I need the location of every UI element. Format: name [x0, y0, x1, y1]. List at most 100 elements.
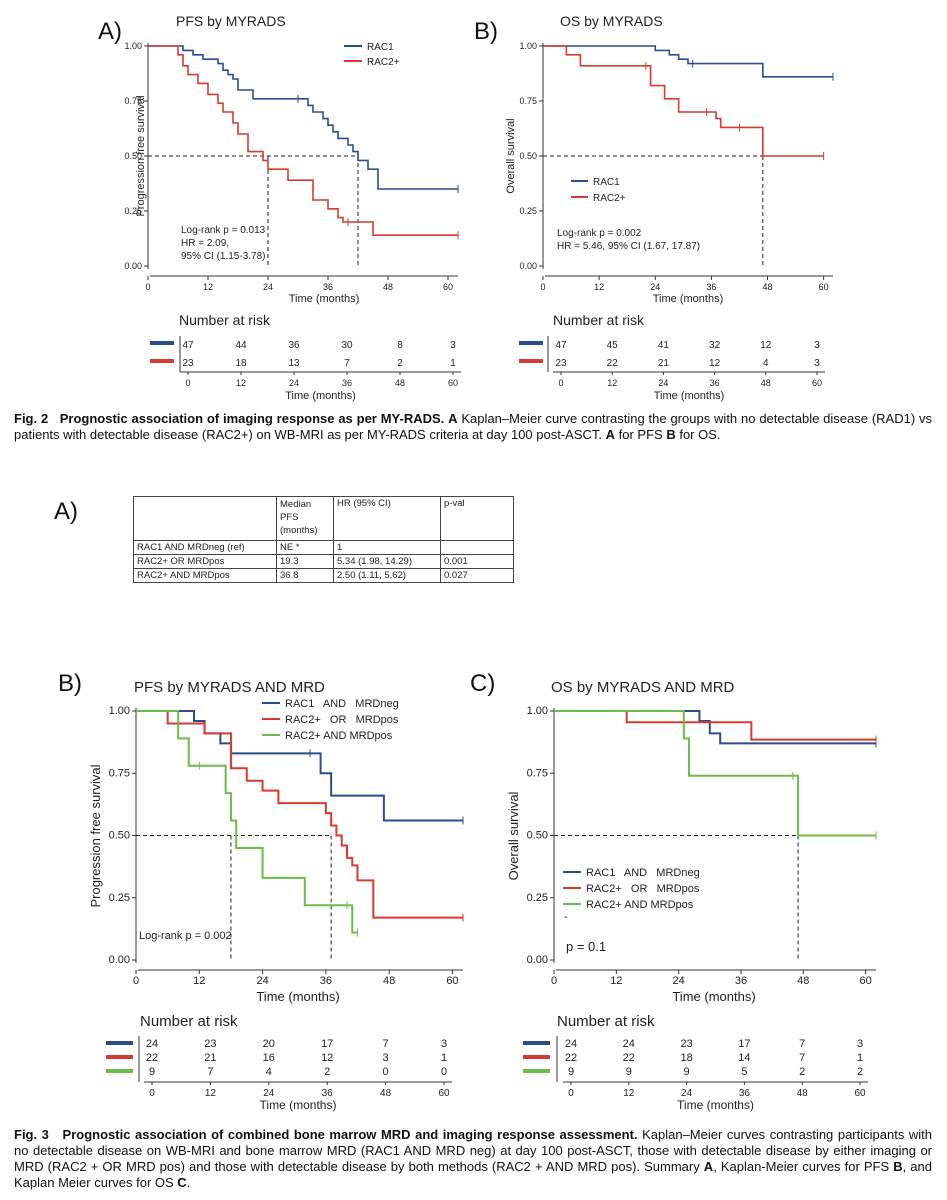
fig3-caption-part-c: C	[177, 1175, 187, 1190]
km-curve-blue	[554, 710, 876, 745]
y-tick-label: 0.00	[519, 261, 537, 271]
fig2-panel-b-labels: OS by MYRADS Overall survival Time (mont…	[505, 13, 723, 372]
risk-value: 3	[857, 1038, 863, 1050]
risk-x-tick-label: 36	[342, 378, 352, 388]
risk-value: 18	[235, 358, 247, 369]
risk-value: 7	[799, 1052, 805, 1064]
fig2-caption-label: Fig. 2	[14, 411, 49, 426]
risk-value: 24	[565, 1038, 577, 1050]
risk-x-tick-label: 48	[761, 378, 771, 388]
table-cell: 2.50 (1.11, 5.62)	[333, 568, 441, 583]
fig2-a-legend-2: RAC2+	[367, 57, 400, 68]
risk-x-tick-label: 60	[812, 378, 822, 388]
fig2-panel-a-letter: A)	[98, 18, 122, 45]
x-tick-label: 36	[320, 975, 332, 987]
fig3-b-legend-3: RAC2+ AND MRDpos	[285, 730, 393, 742]
risk-value: 13	[288, 358, 300, 369]
km-curve-red	[136, 710, 463, 919]
fig3-caption-text3: , and Kaplan Meier curves for OS	[14, 1159, 932, 1190]
risk-value: 22	[607, 358, 619, 369]
fig2-a-risk-title: Number at risk	[179, 312, 271, 328]
fig2-caption-part2: A	[605, 427, 616, 442]
x-tick-label: 36	[706, 282, 716, 292]
risk-value: 3	[814, 340, 820, 351]
risk-value: 5	[741, 1066, 747, 1078]
fig2-panel-a-labels: PFS by MYRADS Progression free survival …	[135, 13, 400, 372]
risk-x-label: Time (months)	[285, 390, 356, 402]
risk-value: 23	[680, 1038, 692, 1050]
y-tick-label: 1.00	[124, 41, 142, 51]
risk-value: 17	[738, 1038, 750, 1050]
risk-value: 45	[607, 340, 619, 351]
risk-value: 12	[709, 358, 721, 369]
x-tick-label: 48	[763, 282, 773, 292]
risk-value: 2	[397, 358, 403, 369]
risk-value: 23	[182, 358, 194, 369]
x-tick-label: 0	[540, 282, 545, 292]
risk-x-tick-label: 48	[797, 1088, 809, 1099]
fig3-b-title: PFS by MYRADS AND MRD	[134, 679, 325, 696]
fig3-b-xlabel: Time (months)	[256, 989, 339, 1004]
fig2-caption-text2: for PFS	[615, 427, 667, 442]
km-curve-blue	[543, 45, 833, 78]
fig3-c-dash: -	[564, 911, 568, 923]
risk-value: 1	[450, 358, 456, 369]
risk-x-tick-label: 0	[149, 1088, 155, 1099]
fig2-b-title: OS by MYRADS	[560, 13, 663, 29]
fig3-c-title: OS by MYRADS AND MRD	[551, 679, 735, 696]
y-tick-label: 1.00	[519, 41, 537, 51]
risk-value: 7	[799, 1038, 805, 1050]
risk-value: 47	[555, 340, 567, 351]
risk-value: 3	[441, 1038, 447, 1050]
x-tick-label: 60	[819, 282, 829, 292]
km-curve-red	[543, 45, 824, 157]
risk-x-label: Time (months)	[260, 1098, 337, 1112]
risk-x-label: Time (months)	[654, 390, 725, 402]
risk-value: 0	[441, 1066, 447, 1078]
fig3-c-risk-title: Number at risk	[557, 1013, 655, 1030]
fig3-c-legend-3: RAC2+ AND MRDpos	[586, 899, 694, 911]
risk-value: 7	[344, 358, 350, 369]
risk-value: 21	[204, 1052, 216, 1064]
x-tick-label: 48	[383, 975, 395, 987]
risk-value: 16	[263, 1052, 275, 1064]
y-tick-label: 0.75	[109, 767, 130, 779]
risk-value: 22	[146, 1052, 158, 1064]
fig2-b-stat-1: Log-rank p = 0.002	[557, 228, 642, 239]
risk-value: 2	[799, 1066, 805, 1078]
risk-value: 12	[321, 1052, 333, 1064]
risk-value: 22	[623, 1052, 635, 1064]
risk-x-tick-label: 36	[710, 378, 720, 388]
km-curve-red	[148, 45, 458, 236]
x-tick-label: 0	[145, 282, 150, 292]
fig2-a-stat-2: HR = 2.09,	[181, 238, 229, 249]
y-tick-label: 0.50	[527, 830, 548, 842]
risk-value: 3	[814, 358, 820, 369]
fig3-c-stat-1: p = 0.1	[566, 939, 606, 954]
fig3-c-ylabel: Overall survival	[506, 791, 521, 880]
fig2-caption: Fig. 2 Prognostic association of imaging…	[14, 411, 932, 443]
y-tick-label: 0.75	[124, 96, 142, 106]
risk-value: 18	[680, 1052, 692, 1064]
risk-value: 1	[857, 1052, 863, 1064]
risk-value: 23	[555, 358, 567, 369]
table-header-cell: Median PFS (months)	[276, 496, 334, 541]
fig2-a-legend-1: RAC1	[367, 42, 394, 53]
y-tick-label: 0.50	[124, 151, 142, 161]
y-tick-label: 0.00	[527, 954, 548, 966]
x-tick-label: 12	[594, 282, 604, 292]
km-curve-blue	[148, 45, 458, 190]
y-tick-label: 0.00	[109, 954, 130, 966]
risk-value: 7	[207, 1066, 213, 1078]
risk-x-tick-label: 0	[185, 378, 190, 388]
fig2-a-xlabel: Time (months)	[289, 293, 360, 305]
risk-value: 4	[266, 1066, 272, 1078]
x-tick-label: 0	[133, 975, 139, 987]
x-tick-label: 12	[203, 282, 213, 292]
fig3-caption-label: Fig. 3	[14, 1127, 49, 1142]
